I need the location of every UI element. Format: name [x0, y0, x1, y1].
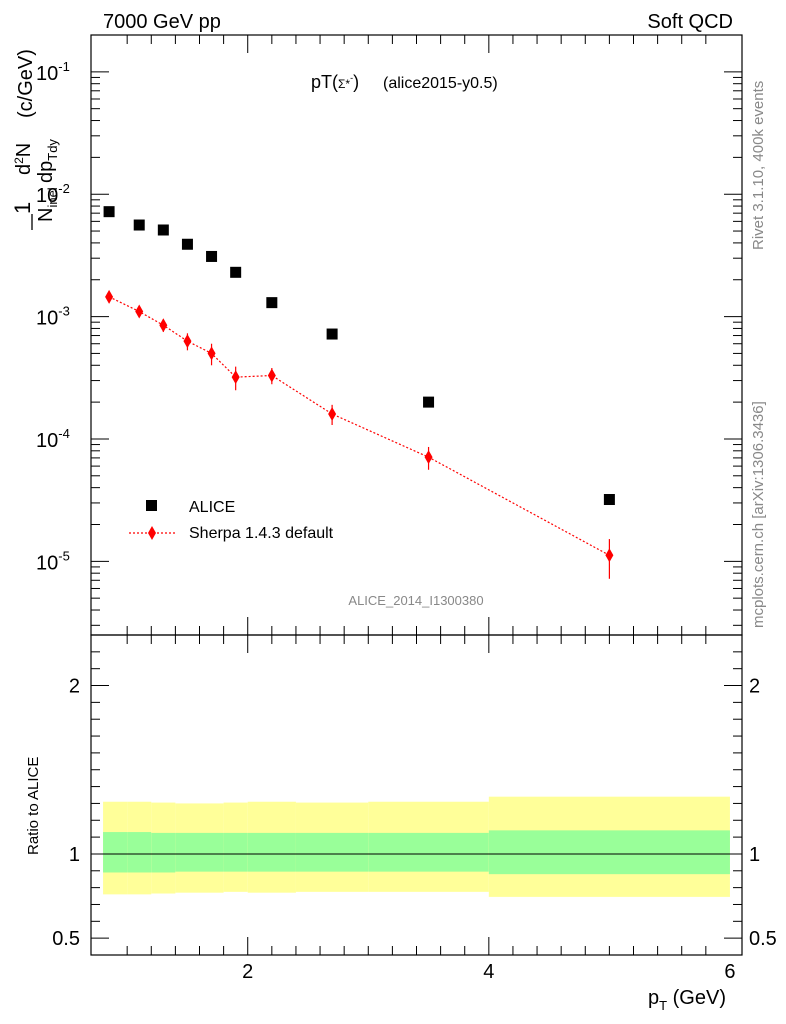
ylabel-d2n: d2N: [12, 143, 35, 175]
mc-point: [135, 304, 144, 319]
mc-point: [231, 370, 240, 385]
ytick-label: 10-4: [36, 426, 70, 452]
ratio-bands: [103, 796, 730, 897]
analysis-watermark: ALICE_2014_I1300380: [348, 593, 483, 608]
ratio-ylabel: Ratio to ALICE: [25, 757, 42, 855]
ytick-label: 10-5: [36, 548, 70, 574]
data-point: [266, 297, 278, 309]
main-plot-frame: [90, 34, 743, 636]
band-inner-5: [223, 832, 248, 872]
ylabel-one: 1: [10, 202, 35, 214]
band-inner-7: [295, 832, 369, 872]
band-inner-1: [127, 832, 152, 873]
data-point: [423, 396, 435, 408]
mc-point: [267, 368, 276, 383]
ratio-ytick-label-right: 2: [749, 676, 760, 698]
band-inner-4: [199, 832, 224, 872]
plot-title: pT(Σ*-): [311, 72, 359, 92]
mc-point: [105, 289, 114, 304]
ylabel-dpt: dpTdy: [35, 139, 60, 183]
xlabel: pT (GeV): [648, 987, 726, 1013]
ratio-ytick-label-right: 1: [749, 844, 760, 866]
ratio-ytick-labels: 0.5 0.5 1 1 2 2: [52, 676, 777, 951]
header-left: 7000 GeV pp: [103, 11, 221, 33]
band-inner-6: [247, 832, 296, 872]
data-series: [103, 206, 615, 506]
mc-point: [183, 334, 192, 349]
xtick-labels: 2 4 6: [242, 961, 735, 983]
ratio-ytick-label-left: 1: [69, 844, 80, 866]
plot-title-close: ): [353, 72, 359, 92]
band-inner-3: [175, 832, 200, 872]
legend-data-label: ALICE: [189, 499, 235, 516]
data-point: [157, 224, 169, 236]
data-point: [181, 238, 193, 250]
ratio-ytick-label-left: 0.5: [52, 928, 80, 950]
plot-title-tag: (alice2015-y0.5): [383, 75, 498, 92]
xtick-label: 2: [242, 961, 253, 983]
xtick-label: 6: [724, 961, 735, 983]
header-right: Soft QCD: [647, 11, 733, 33]
legend-mc-label: Sherpa 1.4.3 default: [189, 525, 334, 542]
legend: ALICE Sherpa 1.4.3 default: [129, 499, 334, 542]
ratio-plot-frame: [90, 634, 743, 956]
ylabel-units: (c/GeV): [15, 49, 37, 118]
mc-point: [424, 450, 433, 465]
data-point: [103, 206, 115, 218]
main-ytick-labels: 10-5 10-4 10-3 10-2 10-1: [36, 59, 70, 574]
plot-title-particle: Σ*: [338, 77, 350, 91]
band-inner-0: [103, 832, 128, 873]
data-point: [603, 494, 615, 506]
mc-point: [328, 406, 337, 421]
data-point: [326, 328, 338, 340]
legend-mc-marker: [148, 526, 156, 540]
ytick-label: 10-1: [36, 59, 70, 85]
rivet-label: Rivet 3.1.10, 400k events: [750, 81, 767, 250]
axis-ticks: [91, 34, 742, 955]
plot-title-main: pT(: [311, 72, 338, 92]
ratio-ytick-label-right: 0.5: [749, 928, 777, 950]
ratio-ytick-label-left: 2: [69, 676, 80, 698]
mc-line: [108, 296, 610, 556]
ytick-label: 10-2: [36, 181, 70, 207]
legend-data-marker: [146, 500, 157, 511]
mc-point: [605, 548, 614, 563]
mc-series: [105, 289, 614, 579]
band-inner-8: [368, 832, 489, 872]
mcplots-label: mcplots.cern.ch [arXiv:1306.3436]: [750, 401, 767, 628]
plot-title-superscript: -: [350, 73, 353, 83]
data-point: [206, 250, 218, 262]
mc-point: [159, 318, 168, 333]
band-inner-9: [488, 830, 730, 875]
band-inner-2: [151, 832, 176, 873]
xtick-label: 4: [483, 961, 494, 983]
data-point: [230, 266, 242, 278]
ytick-label: 10-3: [36, 304, 70, 330]
data-point: [133, 219, 145, 231]
mc-point: [207, 346, 216, 361]
